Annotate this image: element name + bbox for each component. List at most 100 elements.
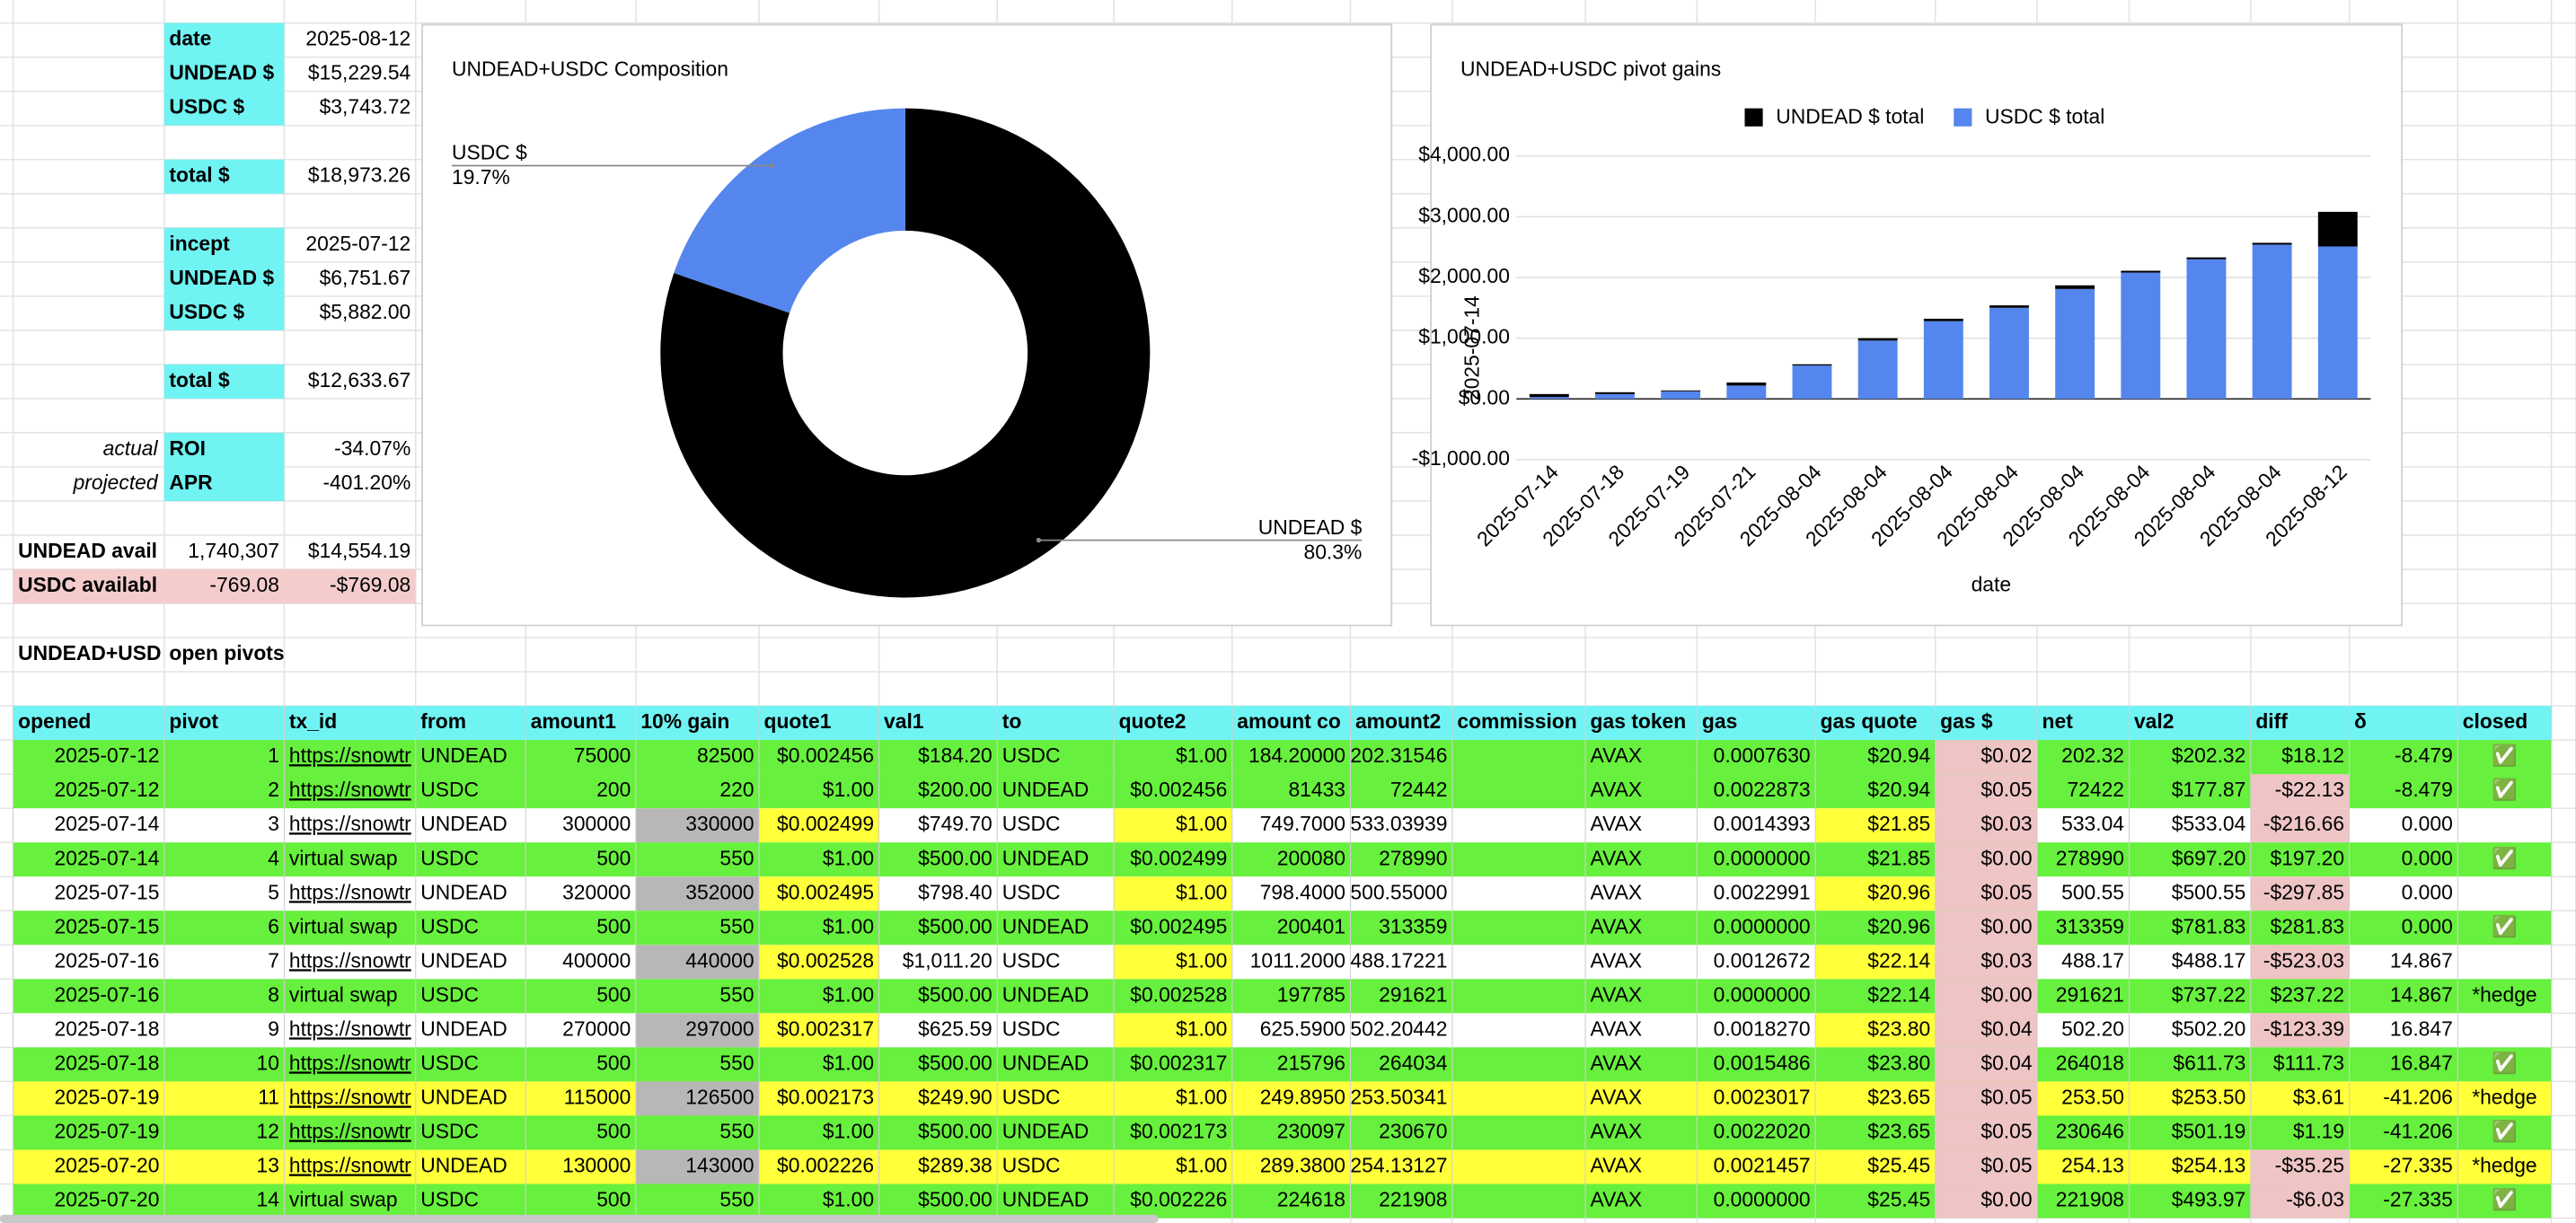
bar-segment xyxy=(1923,321,1963,400)
table-cell: USDC xyxy=(420,1188,479,1211)
label-cell xyxy=(163,159,285,194)
table-cell: 0.0007630 xyxy=(1714,743,1811,767)
summary-label: USDC availabl xyxy=(18,573,157,596)
tx-link[interactable]: https://snowtr xyxy=(289,1016,411,1040)
table-cell: -27.335 xyxy=(2383,1188,2453,1211)
table-cell: 500 xyxy=(596,982,631,1006)
table-cell: 500.55 xyxy=(2061,880,2124,903)
table-cell: 184.20000 xyxy=(1248,743,1345,767)
table-cell: 200080 xyxy=(1277,846,1345,869)
table-cell: -$297.85 xyxy=(2263,880,2344,903)
summary-label: ROI xyxy=(169,436,206,460)
summary-value: $14,554.19 xyxy=(308,539,410,562)
bar-segment xyxy=(1989,307,2029,400)
table-cell: virtual swap xyxy=(289,1188,398,1211)
table-cell: 500 xyxy=(596,1119,631,1142)
summary-value: $18,973.26 xyxy=(308,163,410,187)
table-cell: AVAX xyxy=(1591,778,1643,801)
cell-fill xyxy=(635,1013,760,1048)
bar-segment xyxy=(2317,211,2358,247)
table-cell: -8.479 xyxy=(2395,743,2453,767)
table-cell: $1.00 xyxy=(1176,743,1227,767)
table-cell: USDC xyxy=(420,914,479,937)
table-cell: 0.000 xyxy=(2402,846,2453,869)
table-cell: 72442 xyxy=(1390,778,1448,801)
column-header: net xyxy=(2042,709,2074,733)
tx-link[interactable]: https://snowtr xyxy=(289,1154,411,1177)
table-cell: $0.05 xyxy=(1981,1119,2032,1142)
legend-swatch xyxy=(1954,108,1972,127)
cells: date 2025-08-12 UNDEAD $ $15,229.54 USDC $ $3… xyxy=(13,22,2576,1219)
table-cell: 82500 xyxy=(697,743,754,767)
table-cell: UNDEAD xyxy=(420,1085,507,1108)
tx-link[interactable]: https://snowtr xyxy=(289,1119,411,1142)
pie-slice xyxy=(674,108,905,313)
table-cell: $1.00 xyxy=(823,982,874,1006)
table-cell: $500.55 xyxy=(2172,880,2246,903)
row-fill xyxy=(13,740,2552,775)
table-cell: $737.22 xyxy=(2172,982,2246,1006)
y-tick-label: $1,000.00 xyxy=(1418,325,1510,348)
table-cell: 16.847 xyxy=(2390,1016,2453,1040)
tx-link[interactable]: https://snowtr xyxy=(289,1051,411,1074)
table-cell: 550 xyxy=(719,1051,754,1074)
table-cell: UNDEAD xyxy=(420,1016,507,1040)
table-cell: $1.00 xyxy=(1176,812,1227,835)
column-header: gas xyxy=(1702,709,1737,733)
cell-fill xyxy=(635,1081,760,1116)
tx-link[interactable]: https://snowtr xyxy=(289,743,411,767)
column-header: gas $ xyxy=(1940,709,1993,733)
table-cell: $1.00 xyxy=(823,1188,874,1211)
table-cell: *hedge xyxy=(2472,982,2536,1006)
row-fill xyxy=(13,876,2552,911)
table-cell: 197785 xyxy=(1277,982,1345,1006)
table-cell: USDC xyxy=(420,778,479,801)
x-axis-title: date xyxy=(1972,573,2011,596)
slice-value-label: 80.3% xyxy=(1304,540,1363,563)
table-cell: UNDEAD xyxy=(1002,1188,1089,1211)
table-cell: 0.0022991 xyxy=(1714,880,1811,903)
scrollbar[interactable] xyxy=(0,1214,1159,1223)
table-cell: UNDEAD xyxy=(420,948,507,972)
bar-segment xyxy=(2186,259,2227,400)
tx-link[interactable]: https://snowtr xyxy=(289,1085,411,1108)
table-cell: -41.206 xyxy=(2383,1119,2453,1142)
tx-link[interactable]: https://snowtr xyxy=(289,778,411,801)
summary-value: $12,633.67 xyxy=(308,368,410,392)
table-cell: 253.50 xyxy=(2061,1085,2124,1108)
table-cell: UNDEAD xyxy=(420,1154,507,1177)
table-cell: $20.94 xyxy=(1867,778,1930,801)
label-cell xyxy=(163,364,285,399)
table-cell: $197.20 xyxy=(2271,846,2345,869)
tx-link[interactable]: https://snowtr xyxy=(289,880,411,903)
table-cell: 0.0000000 xyxy=(1714,846,1811,869)
table-cell: 798.4000 xyxy=(1260,880,1345,903)
table-cell: 230670 xyxy=(1379,1119,1447,1142)
bar-segment xyxy=(1792,365,1832,400)
table-cell: -$22.13 xyxy=(2275,778,2345,801)
table-cell: $1.00 xyxy=(1176,1016,1227,1040)
table-cell: 400000 xyxy=(562,948,631,972)
cell-fill xyxy=(2250,808,2350,843)
table-cell: 0.0000000 xyxy=(1714,914,1811,937)
table-cell: $0.04 xyxy=(1981,1016,2032,1040)
table-cell: -41.206 xyxy=(2383,1085,2453,1108)
table-cell: 550 xyxy=(719,1188,754,1211)
table-cell: AVAX xyxy=(1591,880,1643,903)
table-cell: 264018 xyxy=(2056,1051,2124,1074)
table-cell: USDC xyxy=(1002,1085,1061,1108)
table-cell: 75000 xyxy=(574,743,631,767)
table-cell: $25.45 xyxy=(1867,1154,1930,1177)
table-cell: 625.5900 xyxy=(1260,1016,1345,1040)
table-cell: ✅ xyxy=(2492,846,2517,869)
bar-segment xyxy=(2186,257,2227,260)
table-cell: 3 xyxy=(268,812,279,835)
tx-link[interactable]: https://snowtr xyxy=(289,812,411,835)
table-cell: -$6.03 xyxy=(2286,1188,2344,1211)
cell-fill xyxy=(1114,1013,1232,1048)
tx-link[interactable]: https://snowtr xyxy=(289,948,411,972)
table-cell: 500 xyxy=(596,846,631,869)
summary-value: $3,743.72 xyxy=(320,95,411,119)
table-cell: 352000 xyxy=(685,880,754,903)
table-cell: 0.0023017 xyxy=(1714,1085,1811,1108)
